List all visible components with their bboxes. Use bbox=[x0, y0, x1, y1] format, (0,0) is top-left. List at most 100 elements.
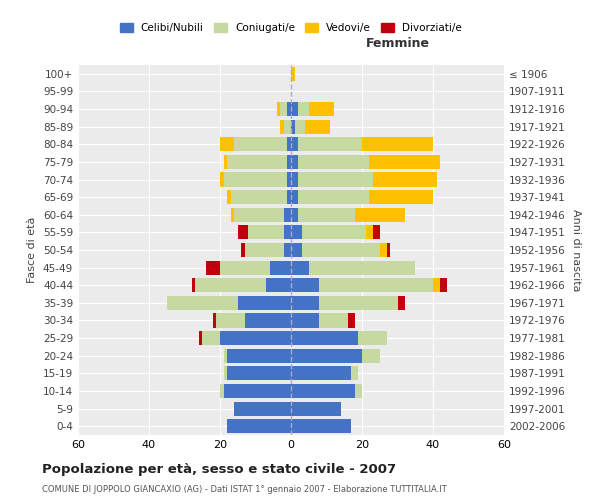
Bar bbox=[291, 331, 358, 345]
Bar bbox=[291, 120, 295, 134]
Bar bbox=[220, 260, 270, 274]
Bar bbox=[224, 384, 291, 398]
Bar bbox=[284, 120, 291, 134]
Bar bbox=[295, 120, 305, 134]
Bar bbox=[291, 67, 295, 81]
Bar bbox=[291, 384, 355, 398]
Bar bbox=[291, 208, 298, 222]
Bar bbox=[291, 278, 319, 292]
Bar bbox=[199, 331, 202, 345]
Bar bbox=[230, 208, 234, 222]
Bar bbox=[398, 296, 404, 310]
Text: COMUNE DI JOPPOLO GIANCAXIO (AG) - Dati ISTAT 1° gennaio 2007 - Elaborazione TUT: COMUNE DI JOPPOLO GIANCAXIO (AG) - Dati … bbox=[42, 485, 447, 494]
Bar bbox=[291, 243, 302, 257]
Bar bbox=[227, 155, 287, 169]
Bar bbox=[352, 366, 358, 380]
Bar bbox=[220, 137, 234, 152]
Bar bbox=[298, 190, 369, 204]
Bar bbox=[287, 172, 291, 186]
Bar bbox=[291, 402, 341, 415]
Bar bbox=[291, 172, 298, 186]
Text: Femmine: Femmine bbox=[365, 37, 430, 50]
Y-axis label: Anni di nascita: Anni di nascita bbox=[571, 209, 581, 291]
Bar bbox=[287, 155, 291, 169]
Bar bbox=[230, 190, 287, 204]
Bar bbox=[202, 331, 220, 345]
Bar bbox=[167, 296, 238, 310]
Bar bbox=[291, 226, 302, 239]
Bar bbox=[365, 226, 373, 239]
Bar bbox=[227, 348, 291, 363]
Bar bbox=[234, 402, 291, 415]
Bar bbox=[380, 243, 387, 257]
Bar bbox=[298, 155, 369, 169]
Bar bbox=[433, 278, 440, 292]
Bar bbox=[270, 260, 291, 274]
Bar bbox=[373, 172, 437, 186]
Bar bbox=[302, 243, 380, 257]
Bar bbox=[309, 102, 334, 116]
Bar bbox=[227, 190, 230, 204]
Bar bbox=[280, 120, 284, 134]
Bar bbox=[245, 243, 284, 257]
Bar bbox=[287, 137, 291, 152]
Bar bbox=[291, 419, 352, 433]
Bar bbox=[309, 260, 415, 274]
Bar bbox=[291, 260, 309, 274]
Bar bbox=[191, 278, 195, 292]
Bar bbox=[224, 172, 287, 186]
Bar bbox=[245, 314, 291, 328]
Bar bbox=[302, 226, 365, 239]
Bar bbox=[227, 366, 291, 380]
Bar bbox=[298, 172, 373, 186]
Bar bbox=[298, 137, 362, 152]
Bar bbox=[355, 384, 362, 398]
Bar bbox=[287, 190, 291, 204]
Bar bbox=[241, 243, 245, 257]
Bar bbox=[355, 208, 404, 222]
Bar bbox=[348, 314, 355, 328]
Bar bbox=[373, 226, 380, 239]
Bar bbox=[238, 296, 291, 310]
Bar bbox=[369, 190, 433, 204]
Bar bbox=[220, 331, 291, 345]
Bar bbox=[213, 314, 217, 328]
Bar bbox=[291, 137, 298, 152]
Bar bbox=[287, 102, 291, 116]
Bar bbox=[234, 208, 284, 222]
Bar bbox=[291, 190, 298, 204]
Bar bbox=[319, 314, 348, 328]
Bar bbox=[224, 366, 227, 380]
Bar bbox=[319, 278, 433, 292]
Bar bbox=[195, 278, 266, 292]
Text: Popolazione per età, sesso e stato civile - 2007: Popolazione per età, sesso e stato civil… bbox=[42, 462, 396, 475]
Bar bbox=[358, 331, 387, 345]
Bar bbox=[206, 260, 220, 274]
Bar bbox=[217, 314, 245, 328]
Bar bbox=[284, 226, 291, 239]
Bar bbox=[227, 419, 291, 433]
Bar bbox=[220, 384, 224, 398]
Bar bbox=[284, 243, 291, 257]
Bar bbox=[362, 137, 433, 152]
Bar bbox=[298, 208, 355, 222]
Bar bbox=[362, 348, 380, 363]
Bar bbox=[291, 348, 362, 363]
Bar bbox=[319, 296, 398, 310]
Bar bbox=[440, 278, 447, 292]
Bar bbox=[284, 208, 291, 222]
Legend: Celibi/Nubili, Coniugati/e, Vedovi/e, Divorziati/e: Celibi/Nubili, Coniugati/e, Vedovi/e, Di… bbox=[116, 18, 466, 37]
Bar bbox=[305, 120, 330, 134]
Bar bbox=[291, 155, 298, 169]
Bar bbox=[238, 226, 248, 239]
Bar bbox=[266, 278, 291, 292]
Bar bbox=[291, 314, 319, 328]
Bar bbox=[369, 155, 440, 169]
Bar bbox=[291, 296, 319, 310]
Bar bbox=[291, 102, 298, 116]
Bar bbox=[224, 155, 227, 169]
Y-axis label: Fasce di età: Fasce di età bbox=[28, 217, 37, 283]
Bar bbox=[220, 172, 224, 186]
Bar bbox=[234, 137, 287, 152]
Bar bbox=[248, 226, 284, 239]
